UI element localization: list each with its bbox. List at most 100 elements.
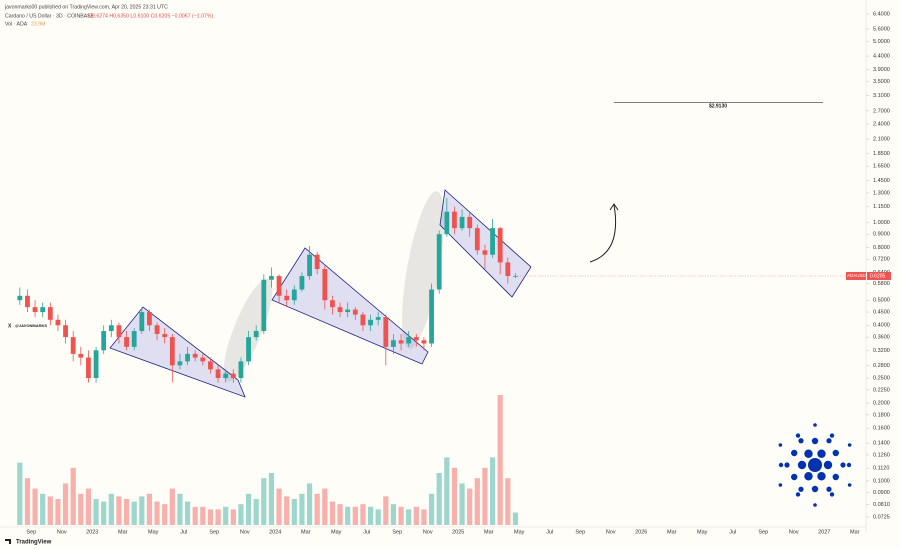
y-tick-label: 1.0000	[873, 220, 890, 226]
logo-dot	[847, 443, 852, 447]
x-tick-label: Jul	[180, 529, 187, 535]
volume-bar	[314, 493, 320, 525]
volume-bar	[169, 488, 175, 525]
volume-bar	[345, 506, 351, 525]
volume-bar	[444, 457, 450, 525]
candle-body	[261, 279, 267, 332]
candle-body	[116, 325, 122, 338]
logo-dot	[778, 443, 783, 447]
candle-body	[162, 334, 168, 338]
volume-bar	[497, 395, 503, 525]
volume-bar	[383, 496, 389, 525]
y-tick-label: 0.0810	[873, 502, 890, 508]
y-tick-label: 5.0000	[873, 39, 890, 45]
candle-body	[391, 340, 396, 347]
logo-dot	[826, 438, 832, 444]
x-tick-label: Nov	[57, 529, 67, 535]
falling-wedge	[271, 247, 429, 365]
volume-bar	[451, 467, 458, 525]
volume-label: Vol · ADA	[5, 21, 28, 27]
volume-bar	[352, 506, 358, 525]
volume-bar	[253, 499, 259, 525]
x-tick-label: Sep	[209, 529, 219, 535]
volume-bar	[32, 488, 38, 525]
y-tick-label: 3.1000	[873, 93, 890, 99]
candle-body	[223, 373, 229, 379]
logo-dot	[784, 462, 790, 468]
volume-bar	[406, 509, 412, 525]
y-tick-label: 0.2500	[873, 375, 890, 381]
x-tick-label: Nov	[606, 529, 616, 535]
candle-body	[215, 369, 221, 379]
y-tick-label: 1.6500	[873, 164, 890, 170]
volume-bar	[367, 506, 374, 525]
volume-bar	[436, 473, 442, 525]
y-tick-label: 0.7200	[873, 257, 890, 263]
logo-dot	[791, 473, 798, 481]
candle-body	[352, 309, 358, 315]
volume-bar	[360, 504, 366, 525]
candle-body	[383, 317, 389, 347]
volume-bar	[505, 478, 511, 525]
logo-dot	[847, 483, 852, 487]
x-tick-label: May	[697, 529, 708, 535]
volume-bar	[261, 478, 267, 525]
candle-body	[375, 317, 381, 320]
volume-bar	[40, 493, 46, 525]
y-tick-label: 1.3000	[873, 190, 890, 196]
candle-body	[513, 275, 518, 277]
volume-bar	[238, 504, 244, 525]
x-tick-label: Jul	[363, 529, 370, 535]
y-tick-label: 0.1120	[873, 466, 889, 472]
logo-dot	[832, 473, 839, 481]
volume-bar	[55, 499, 61, 525]
candle-body	[337, 307, 343, 313]
x-tick-label: May	[331, 529, 342, 535]
volume-bar	[139, 496, 145, 525]
y-tick-label: 6.4000	[873, 11, 890, 17]
x-tick-label: May	[514, 529, 525, 535]
candle-body	[238, 361, 244, 379]
y-tick-label: 3.5000	[873, 79, 890, 85]
candle-body	[63, 325, 68, 338]
candle-body	[47, 307, 53, 320]
last-price-value: 0.6205	[870, 273, 886, 279]
candle-body	[86, 357, 91, 379]
x-tick-label: Mar	[484, 529, 494, 535]
candle-body	[368, 319, 373, 326]
volume-bar	[306, 483, 313, 525]
last-price-symbol: ADAUSD	[847, 273, 867, 278]
volume-bar	[192, 506, 198, 525]
candle-body	[200, 357, 206, 362]
candle-body	[131, 331, 137, 347]
candle-body	[177, 361, 183, 366]
candle-body	[253, 331, 259, 338]
logo-dot	[798, 438, 804, 444]
watermark: @JAVONMARKS	[15, 323, 47, 328]
volume-bar	[474, 478, 480, 525]
footer-logo	[5, 539, 11, 544]
volume-bar	[268, 473, 275, 525]
volume-bar	[428, 493, 435, 525]
y-tick-label: 0.0725	[873, 514, 890, 520]
candle-body	[230, 373, 236, 379]
y-tick-label: 0.1000	[873, 478, 890, 484]
candle-body	[314, 254, 320, 270]
volume-bar	[101, 501, 107, 525]
logo-dot	[795, 492, 801, 497]
candle-body	[429, 289, 434, 344]
volume-bar	[284, 496, 290, 525]
logo-dot	[804, 472, 813, 481]
x-tick-label: 2023	[86, 529, 98, 535]
volume-bar	[17, 462, 23, 525]
logo-dot	[823, 460, 833, 470]
x-tick-label: Sep	[575, 529, 585, 535]
y-tick-label: 0.1800	[873, 412, 890, 418]
x-tick-label: Mar	[301, 529, 311, 535]
candle-body	[459, 216, 465, 229]
y-tick-label: 2.7000	[873, 108, 890, 114]
y-tick-label: 3.9000	[873, 67, 890, 73]
candle-body	[299, 276, 305, 290]
y-tick-label: 0.2000	[873, 401, 890, 407]
candle-body	[497, 228, 503, 263]
